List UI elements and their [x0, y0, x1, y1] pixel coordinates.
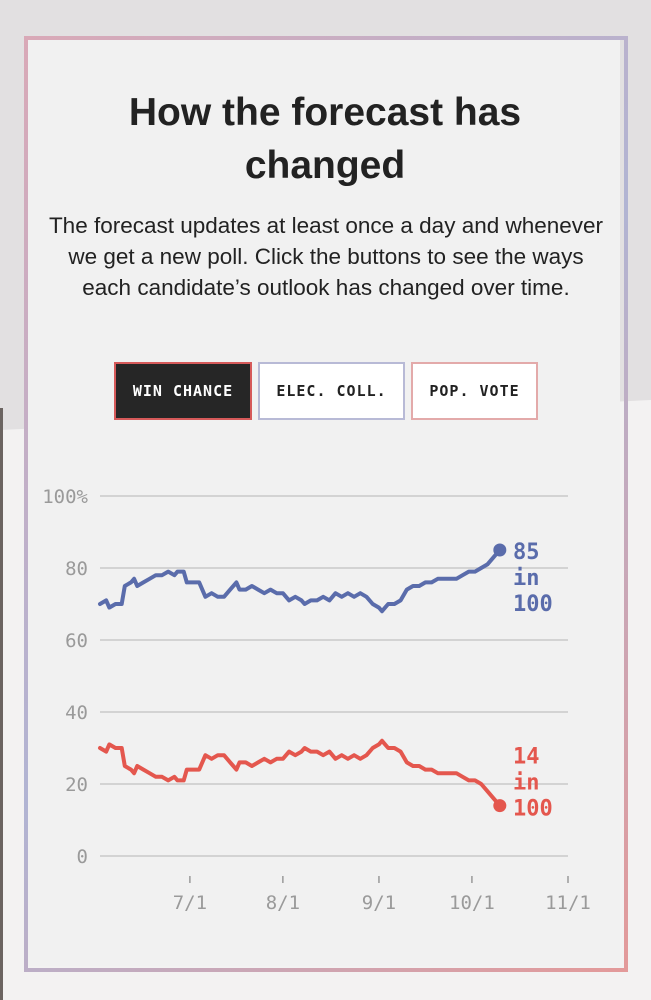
series-end-dot-0	[493, 543, 507, 557]
series-end-label-1: in	[513, 771, 540, 796]
forecast-card-border	[24, 36, 628, 972]
x-tick-label: 11/1	[545, 892, 591, 914]
series-end-dot-1	[493, 799, 507, 813]
y-tick-label: 80	[65, 558, 88, 580]
series-line-1	[98, 738, 502, 808]
chart-heading: How the forecast has changed	[128, 91, 522, 187]
series-line-0	[98, 548, 502, 614]
y-tick-label: 60	[65, 630, 88, 652]
y-tick-label: 100%	[42, 486, 88, 508]
series-end-label-0: in	[513, 566, 540, 591]
series-end-label-1: 100	[513, 797, 553, 822]
series-end-label-0: 100	[513, 592, 553, 617]
x-tick-label: 9/1	[362, 892, 396, 914]
y-tick-label: 40	[65, 702, 88, 724]
win-chance-button[interactable]: WIN CHANCE	[114, 362, 252, 420]
y-tick-label: 0	[77, 846, 88, 868]
page-edge-line	[0, 408, 3, 1000]
y-tick-label: 20	[65, 774, 88, 796]
popular-vote-button[interactable]: POP. VOTE	[411, 362, 538, 420]
chart-description: The forecast updates at least once a day…	[48, 213, 604, 300]
series-end-label-0: 85	[513, 540, 540, 565]
x-tick-label: 10/1	[449, 892, 495, 914]
series-end-label-1: 14	[513, 745, 540, 770]
x-tick-label: 8/1	[266, 892, 300, 914]
x-tick-label: 7/1	[173, 892, 207, 914]
electoral-college-button[interactable]: ELEC. COLL.	[258, 362, 405, 420]
